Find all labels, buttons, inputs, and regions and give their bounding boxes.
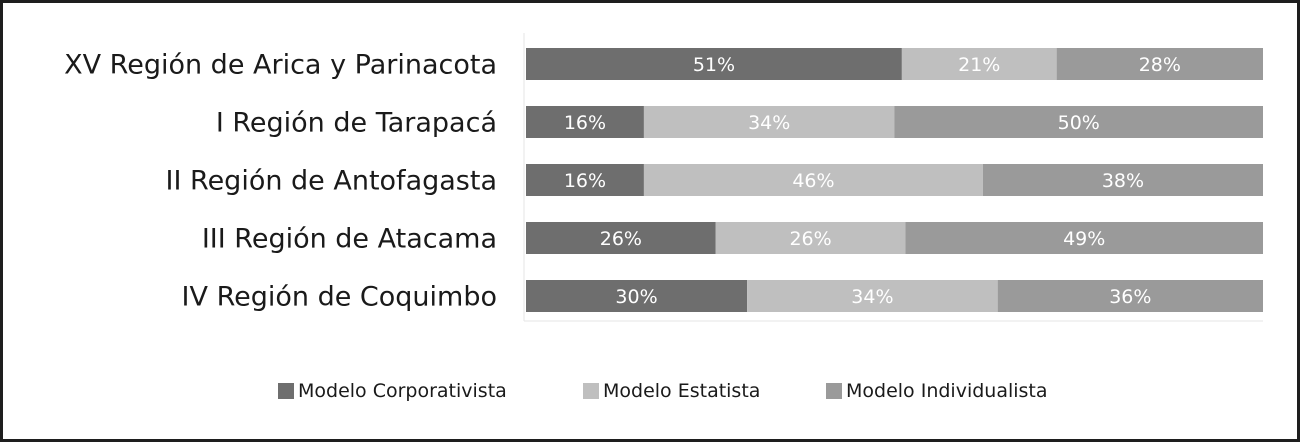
bar-segment [905, 222, 1263, 254]
bars: 51% 21% 28% 16% 34% 50% 16% 46% 38% 26% 26% 49% 30% 3… [526, 48, 1263, 312]
legend-swatch [583, 383, 599, 399]
category-label: IV Región de Coquimbo [182, 282, 497, 313]
data-label: 26% [789, 228, 831, 250]
legend-label: Modelo Individualista [846, 380, 1048, 402]
data-label: 49% [1063, 228, 1105, 250]
data-label: 51% [693, 54, 735, 76]
data-label: 30% [615, 286, 657, 308]
bar-segment [526, 106, 644, 138]
data-label: 21% [958, 54, 1000, 76]
bar-segment [526, 222, 716, 254]
data-label: 16% [564, 112, 606, 134]
category-label: III Región de Atacama [202, 224, 497, 255]
legend-swatch [826, 383, 842, 399]
data-label: 28% [1139, 54, 1181, 76]
data-label: 50% [1058, 112, 1100, 134]
category-labels: XV Región de Arica y Parinacota I Región … [64, 50, 497, 313]
category-label: I Región de Tarapacá [216, 108, 497, 139]
bar-segment [715, 222, 906, 254]
category-label: XV Región de Arica y Parinacota [64, 50, 497, 81]
legend-label: Modelo Estatista [603, 380, 760, 402]
bar-segment [901, 48, 1057, 80]
data-label: 26% [600, 228, 642, 250]
bar-segment [894, 106, 1263, 138]
bar-segment [526, 48, 902, 80]
category-label: II Región de Antofagasta [166, 166, 497, 197]
data-label: 34% [851, 286, 893, 308]
bar-segment [526, 280, 748, 312]
bar-segment [982, 164, 1263, 196]
data-label: 16% [564, 170, 606, 192]
legend: Modelo Corporativista Modelo Estatista Mod… [278, 380, 1048, 402]
stacked-bar-chart: XV Región de Arica y Parinacota I Región … [64, 33, 1263, 402]
data-label: 36% [1109, 286, 1151, 308]
bar-segment [997, 280, 1263, 312]
legend-label: Modelo Corporativista [298, 380, 507, 402]
bar-segment [526, 164, 644, 196]
data-label: 34% [748, 112, 790, 134]
bar-segment [747, 280, 998, 312]
legend-swatch [278, 383, 294, 399]
data-label: 38% [1102, 170, 1144, 192]
bar-segment [643, 106, 895, 138]
data-label: 46% [792, 170, 834, 192]
bar-segment [1056, 48, 1263, 80]
bar-segment [643, 164, 983, 196]
